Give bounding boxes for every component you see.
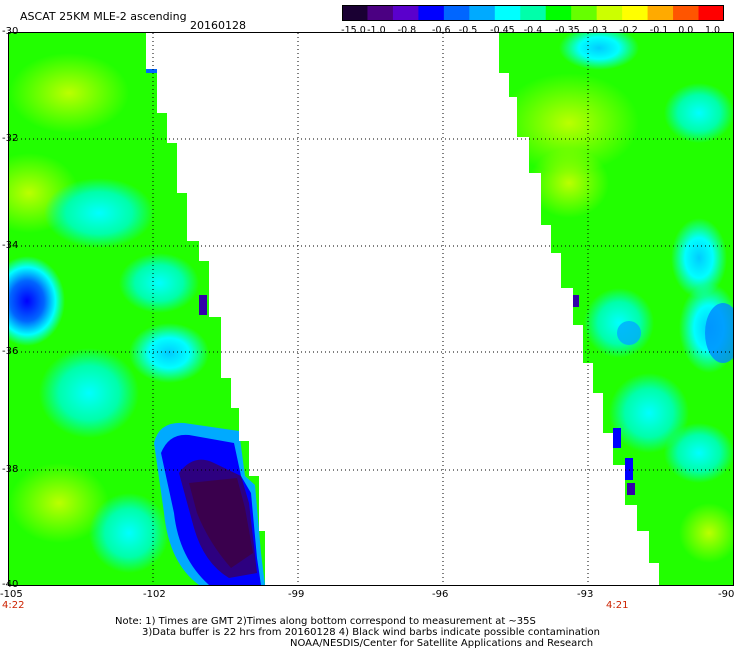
note-line-1: Note: 1) Times are GMT 2)Times along bot… [115,616,536,627]
colorbar-segment [342,5,369,21]
lon-tick-label: -102 [143,589,166,600]
graticule [9,33,733,585]
colorbar-label: -15.0 [341,25,366,36]
colorbar-segment [673,5,700,21]
lat-tick-label: -36 [2,346,19,357]
colorbar-segment [622,5,649,21]
colorbar [342,5,724,21]
colorbar-label: -0.4 [523,25,543,36]
left-swath [9,33,265,585]
colorbar-label: -0.45 [490,25,515,36]
colorbar-label: 1.0 [704,25,721,36]
lat-tick-label: -40 [2,579,19,590]
colorbar-segment [698,5,724,21]
colorbar-segment [469,5,496,21]
colorbar-label: -1.0 [367,25,386,36]
map-panel [8,32,734,586]
right-swath [499,33,733,585]
left-swath-time: 4:22 [2,600,25,611]
colorbar-segment [520,5,547,21]
colorbar-segment [596,5,623,21]
colorbar-segment [392,5,419,21]
colorbar-label: -0.35 [555,25,580,36]
swath-map [9,33,733,585]
lat-tick-label: -30 [2,26,19,37]
lon-tick-label: -105 [0,589,23,600]
colorbar-border [342,5,724,21]
note-line-2: 3)Data buffer is 22 hrs from 20160128 4)… [142,627,600,638]
lon-tick-label: -93 [577,589,594,600]
colorbar-label: 0.0 [678,25,694,36]
lon-tick-label: -99 [288,589,305,600]
lat-tick-label: -34 [2,240,19,251]
right-swath-time: 4:21 [606,600,629,611]
colorbar-label: -0.6 [432,25,451,36]
product-title: ASCAT 25KM MLE-2 ascending [20,10,187,23]
colorbar-label: -0.1 [649,25,669,36]
colorbar-segment [443,5,470,21]
colorbar-label: -0.2 [619,25,638,36]
lat-tick-label: -32 [2,133,19,144]
note-line-3: NOAA/NESDIS/Center for Satellite Applica… [290,638,594,649]
lon-tick-label: -90 [718,589,735,600]
product-date: 20160128 [190,19,246,32]
colorbar-segment [494,5,521,21]
colorbar-label: -0.8 [397,25,417,36]
lat-tick-label: -38 [2,464,19,475]
colorbar-segment [418,5,445,21]
colorbar-segment [545,5,572,21]
colorbar-segment [647,5,674,21]
lon-tick-label: -96 [432,589,449,600]
colorbar-segment [571,5,598,21]
colorbar-labels: -15.0 -1.0 -0.8 -0.6 -0.5 -0.45 -0.4 -0.… [341,25,724,37]
colorbar-segment [367,5,394,21]
colorbar-label: -0.3 [588,25,608,36]
colorbar-label: -0.5 [458,25,478,36]
